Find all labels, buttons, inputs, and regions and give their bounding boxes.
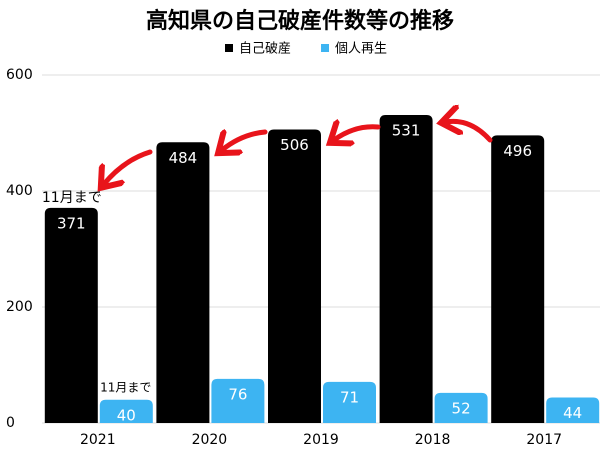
bar [268, 129, 321, 423]
annotation: 11月まで [42, 190, 102, 206]
x-tick-label: 2018 [415, 432, 451, 448]
data-label: 531 [392, 122, 421, 140]
data-label: 76 [228, 385, 247, 403]
chart-title: 高知県の自己破産件数等の推移 [146, 8, 454, 34]
bar [156, 142, 210, 423]
x-tick-label: 2020 [192, 432, 228, 448]
x-tick-label: 2019 [303, 432, 339, 448]
arrow [104, 149, 153, 184]
bar [434, 392, 488, 423]
y-tick-label: 400 [6, 183, 33, 199]
data-label: 40 [117, 406, 136, 424]
x-tick-label: 2017 [526, 432, 562, 448]
arrow [446, 121, 493, 143]
bar [211, 378, 265, 423]
data-label: 496 [503, 142, 532, 160]
legend-label: 自己破産 [239, 41, 291, 57]
x-tick-label: 2021 [80, 432, 116, 448]
arrows [104, 121, 493, 184]
y-tick-label: 600 [6, 67, 33, 83]
arrow [222, 132, 268, 150]
bar [491, 135, 545, 423]
legend-label: 個人再生 [335, 42, 387, 57]
data-label: 71 [340, 388, 359, 406]
legend-swatch [225, 44, 233, 52]
data-label: 371 [57, 214, 86, 232]
annotation: 11月まで [100, 380, 151, 394]
data-label: 506 [280, 136, 309, 154]
bar [44, 207, 98, 423]
legend-swatch [321, 44, 330, 52]
data-label: 44 [563, 404, 582, 422]
data-label: 52 [452, 399, 471, 417]
arrow [334, 127, 381, 140]
plot: 0 200 400 600 2021 371 40 2020 484 76 2019 506 71 201… [6, 67, 600, 448]
bar [379, 115, 433, 424]
y-tick-label: 0 [6, 415, 15, 431]
data-label: 484 [169, 149, 198, 167]
bar [546, 397, 600, 423]
y-tick-label: 200 [6, 299, 33, 315]
bar [99, 399, 153, 423]
legend: 自己破産 個人再生 [225, 41, 387, 57]
bar [323, 381, 376, 423]
